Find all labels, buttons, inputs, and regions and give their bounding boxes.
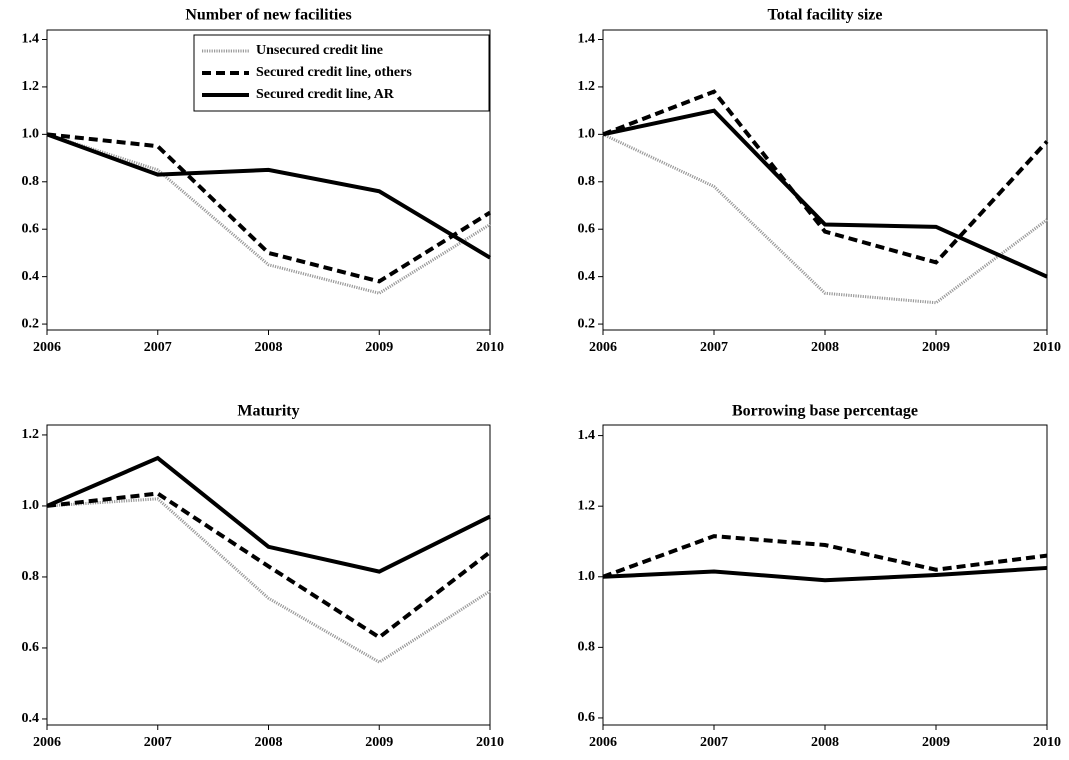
y-tick-label: 0.4 (22, 269, 40, 284)
series-line (602, 89, 1049, 265)
chart-panel: Maturity 0.4 0.6 0.8 1.0 1.2 2006 2007 2008 2009 2… (22, 403, 505, 751)
x-tick-label: 2009 (922, 735, 950, 750)
plot-frame (46, 424, 491, 726)
legend-label: Unsecured credit line (256, 43, 383, 58)
x-tick-label: 2008 (811, 735, 839, 750)
y-tick-label: 0.8 (22, 569, 40, 584)
series-line (602, 132, 1048, 305)
x-tick-label: 2007 (700, 340, 728, 355)
legend-label: Secured credit line, others (256, 65, 412, 80)
legend-label: Secured credit line, AR (256, 87, 395, 102)
y-tick-label: 1.4 (22, 32, 40, 47)
y-tick-label: 0.8 (578, 640, 596, 655)
chart-title: Maturity (237, 403, 299, 420)
y-tick-label: 0.4 (22, 711, 40, 726)
series-line (46, 491, 492, 640)
x-tick-label: 2010 (1033, 735, 1061, 750)
x-tick-label: 2006 (589, 340, 617, 355)
chart-title: Total facility size (768, 7, 883, 24)
x-tick-label: 2009 (922, 340, 950, 355)
y-tick-label: 0.6 (578, 710, 596, 725)
y-tick-label: 1.2 (22, 427, 40, 442)
y-tick-label: 1.0 (22, 127, 40, 142)
series-line (46, 132, 492, 284)
y-tick-label: 0.6 (578, 221, 596, 236)
x-tick-label: 2010 (476, 340, 504, 355)
x-tick-label: 2010 (1033, 340, 1061, 355)
y-tick-label: 1.0 (578, 127, 596, 142)
y-tick-label: 1.0 (578, 569, 596, 584)
x-tick-label: 2006 (589, 735, 617, 750)
y-tick-label: 0.8 (578, 174, 596, 189)
series-line (46, 132, 492, 260)
y-tick-label: 0.2 (578, 316, 596, 331)
x-tick-label: 2008 (255, 340, 283, 355)
y-tick-label: 0.4 (578, 269, 596, 284)
chart-panel: Total facility size 0.2 0.4 0.6 0.8 1.0 1.2 1.4… (578, 7, 1062, 356)
y-tick-label: 1.2 (22, 79, 40, 94)
chart-panel: Number of new facilities 0.2 0.4 0.6 0.8 1.0 1… (22, 7, 505, 356)
x-tick-label: 2007 (144, 340, 172, 355)
chart-title: Number of new facilities (185, 7, 351, 24)
x-tick-label: 2008 (811, 340, 839, 355)
legend-box (193, 34, 490, 112)
x-tick-label: 2006 (33, 340, 61, 355)
legend: Unsecured credit line Secured credit line… (193, 34, 490, 112)
x-tick-label: 2010 (476, 735, 504, 750)
x-tick-label: 2006 (33, 735, 61, 750)
y-tick-label: 1.0 (22, 498, 40, 513)
x-tick-label: 2008 (255, 735, 283, 750)
y-tick-label: 0.6 (22, 640, 40, 655)
x-tick-label: 2009 (365, 340, 393, 355)
series-line (46, 132, 491, 295)
chart-title: Borrowing base percentage (732, 403, 918, 420)
x-tick-label: 2009 (365, 735, 393, 750)
series-line (602, 565, 1048, 583)
y-tick-label: 0.6 (22, 221, 40, 236)
plot-frame (602, 29, 1048, 331)
x-tick-label: 2007 (700, 735, 728, 750)
x-tick-label: 2007 (144, 735, 172, 750)
series-line (46, 497, 491, 664)
series-line (46, 455, 491, 574)
y-tick-label: 1.4 (578, 428, 596, 443)
y-tick-label: 1.2 (578, 498, 596, 513)
y-tick-label: 0.2 (22, 316, 40, 331)
y-tick-label: 0.8 (22, 174, 40, 189)
y-tick-label: 1.2 (578, 79, 596, 94)
y-tick-label: 1.4 (578, 32, 596, 47)
series-line (602, 108, 1048, 279)
series-line (602, 534, 1048, 579)
chart-panel: Borrowing base percentage 0.6 0.8 1.0 1.2 1.4… (578, 403, 1062, 751)
